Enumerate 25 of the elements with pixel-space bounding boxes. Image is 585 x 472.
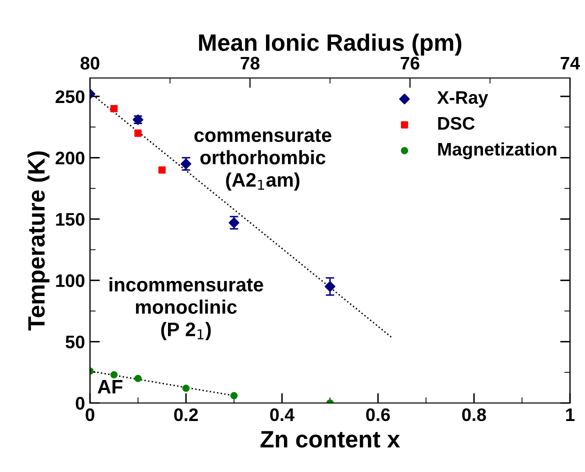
annotation: AF — [98, 380, 122, 394]
x-tick-label: 1 — [566, 408, 575, 421]
legend-label: DSC — [438, 116, 475, 130]
x2-tick-label: 74 — [560, 56, 580, 70]
y-tick-label: 150 — [56, 212, 84, 226]
y-axis-title: Temperature (K) — [27, 151, 50, 331]
x2-tick-label: 76 — [400, 56, 420, 70]
y-tick-label: 0 — [76, 396, 84, 410]
x2-axis-title: Mean Ionic Radius (pm) — [199, 34, 462, 56]
x-tick-label: 0.4 — [270, 408, 294, 422]
legend-label: X-Ray — [437, 91, 488, 108]
x2-tick-label: 78 — [240, 56, 260, 70]
x-tick-label: 0.2 — [174, 408, 198, 422]
y-tick-label: 200 — [56, 152, 84, 164]
x2-tick-label: 80 — [80, 56, 100, 70]
y-tick-label: 50 — [66, 336, 84, 348]
y-tick-label: 100 — [56, 274, 84, 288]
y-tick-label: 250 — [56, 90, 84, 104]
annotation: commensurate orthorhombic (A2$_{1}$am) — [194, 129, 332, 191]
annotation: incommensurate monoclinic (P 2$_{1}$) — [110, 277, 264, 340]
x-tick-label: 0 — [86, 408, 94, 422]
x-tick-label: 0.6 — [366, 408, 390, 422]
x-tick-label: 0.8 — [462, 408, 486, 422]
legend-label: Magnetization — [438, 142, 556, 160]
x-axis-title: Zn content x — [260, 431, 400, 448]
